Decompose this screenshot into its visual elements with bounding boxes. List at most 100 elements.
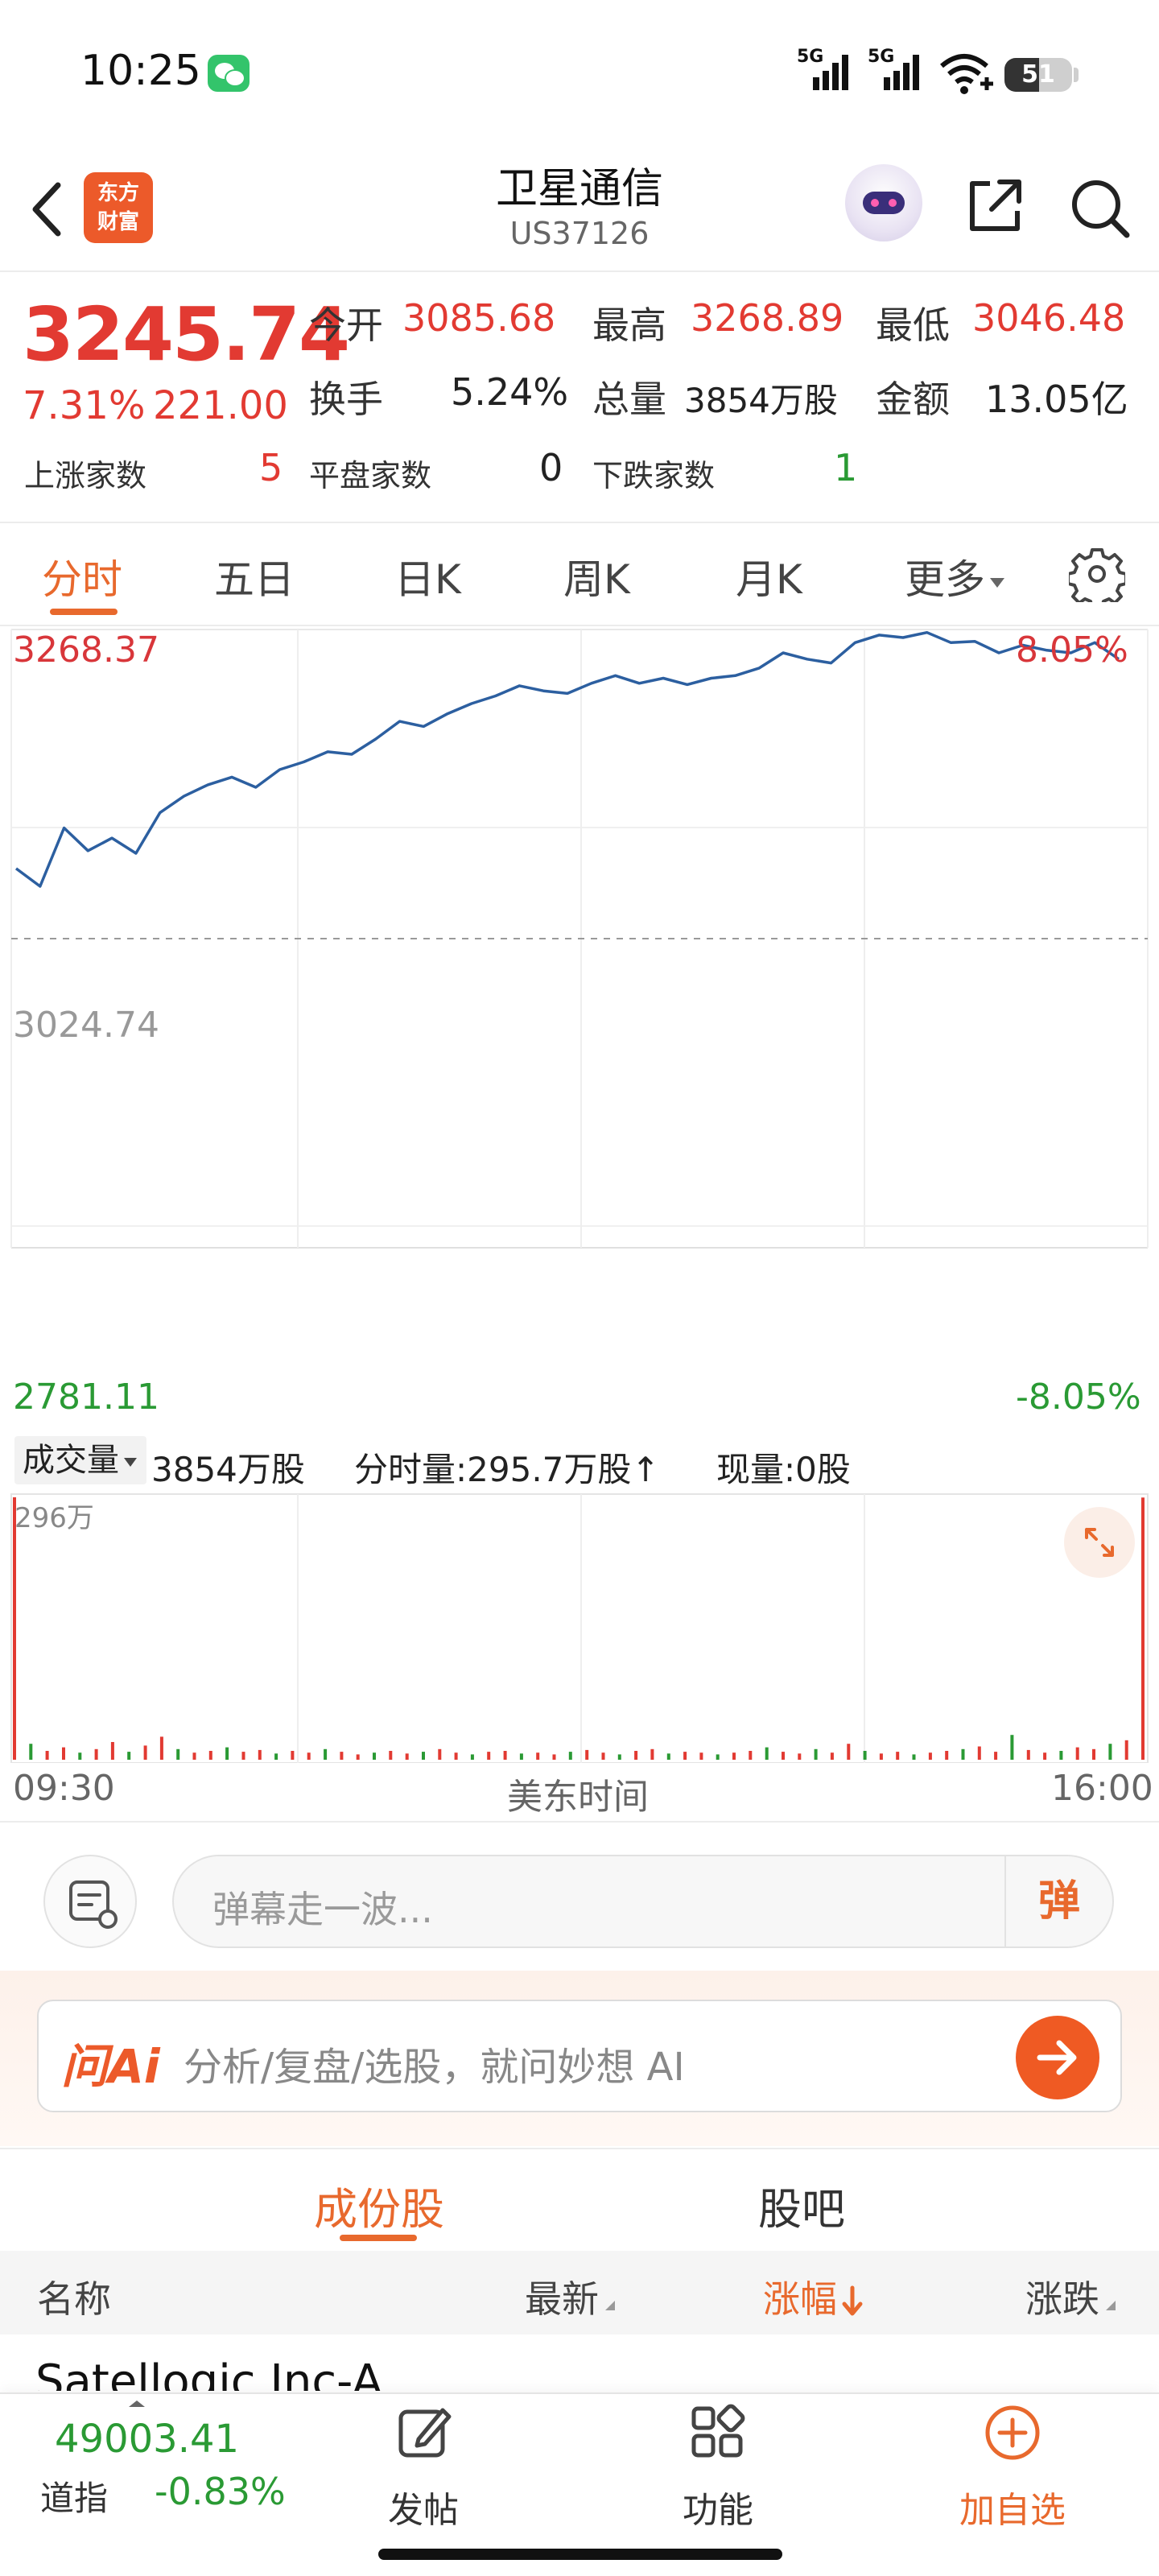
ai-robot-avatar[interactable]: [845, 164, 922, 242]
grid-icon: [691, 2404, 745, 2458]
search-icon[interactable]: [1066, 174, 1133, 242]
volume-bar: [45, 1751, 49, 1760]
sort-icon: [1106, 2301, 1116, 2310]
ai-ask-input[interactable]: 问Ai 分析/复盘/选股，就问妙想 AI: [37, 2000, 1122, 2112]
low-label: 最低: [876, 303, 950, 347]
tab-weekly-k[interactable]: 周K: [563, 556, 630, 603]
open-label: 今开: [309, 303, 383, 347]
share-icon[interactable]: [963, 174, 1027, 238]
tab-intraday[interactable]: 分时: [42, 556, 122, 603]
ai-placeholder: 分析/复盘/选股，就问妙想 AI: [184, 2045, 685, 2090]
amount-label: 金额: [876, 378, 950, 421]
volume-bar: [1010, 1735, 1014, 1760]
volume-bar: [307, 1752, 311, 1760]
danmaku-bar: 弹幕走一波... 弹: [0, 1821, 1159, 1971]
logo-line-1: 东方: [97, 181, 139, 205]
volume-bar: [127, 1752, 131, 1760]
expand-chart-button[interactable]: [1064, 1507, 1135, 1578]
tab-five-day[interactable]: 五日: [214, 556, 295, 603]
volume-bar: [863, 1751, 867, 1760]
back-arrow-icon[interactable]: [24, 177, 72, 242]
col-chg-sort[interactable]: 涨跌: [1025, 2270, 1117, 2323]
ai-submit-button[interactable]: [1016, 2016, 1099, 2099]
danmaku-input[interactable]: 弹幕走一波... 弹: [172, 1855, 1114, 1948]
turnover-label: 换手: [309, 378, 383, 421]
col-name: 名称: [37, 2277, 111, 2321]
volume-bar: [699, 1752, 703, 1760]
col-pct-sort[interactable]: 涨幅: [763, 2270, 864, 2323]
logo-line-2: 财富: [97, 210, 139, 234]
volume-bar: [1075, 1747, 1079, 1760]
volume-current: 现量:0股: [716, 1450, 851, 1489]
nav-post[interactable]: 发帖: [343, 2394, 504, 2555]
arrow-right-icon: [1037, 2040, 1077, 2075]
volume-bar: [470, 1754, 474, 1760]
volume-bar: [29, 1744, 33, 1760]
table-row[interactable]: Satellogic Inc-A: [0, 2334, 1159, 2391]
volume-bar: [192, 1752, 196, 1760]
volume-bar: [552, 1754, 556, 1760]
volume-bar: [634, 1751, 638, 1760]
turnover-value: 5.24%: [451, 370, 569, 414]
nav-add-watchlist[interactable]: 加自选: [932, 2394, 1093, 2555]
volume-bar: [568, 1752, 572, 1760]
volume-bar: [405, 1753, 409, 1760]
volume-bar: [422, 1752, 425, 1760]
table-header: 名称 最新 涨幅 涨跌: [0, 2251, 1159, 2334]
time-end-label: 16:00: [1051, 1768, 1153, 1809]
network-1-label: 5G: [797, 47, 824, 67]
stock-code: US37126: [509, 216, 650, 251]
intraday-chart[interactable]: 3268.37 8.05% 3024.74 2781.11 -8.05%: [0, 626, 1159, 1447]
volume-bar: [945, 1751, 949, 1760]
volume-minute: 分时量:295.7万股↑: [354, 1450, 660, 1489]
tab-daily-k[interactable]: 日K: [394, 556, 461, 603]
index-ticker[interactable]: 49003.41 道指 -0.83%: [0, 2394, 306, 2555]
change-amount: 221.00: [153, 383, 288, 428]
volume-bar: [159, 1736, 163, 1760]
volume-bar: [1043, 1752, 1047, 1760]
status-time: 10:25: [80, 47, 201, 95]
volume-bar: [814, 1748, 818, 1760]
volume-bar: [928, 1752, 932, 1760]
tab-more[interactable]: 更多: [905, 547, 1004, 605]
quote-panel: 3245.74 7.31% 221.00 今开 3085.68 最高 3268.…: [0, 274, 1159, 523]
flat-count: 0: [539, 446, 563, 489]
volume-bar: [896, 1752, 900, 1760]
time-zone-label: 美东时间: [507, 1777, 649, 1818]
volume-bar: [1108, 1744, 1112, 1760]
nav-add-watchlist-label: 加自选: [959, 2490, 1066, 2531]
up-count-label: 上涨家数: [24, 458, 147, 493]
volume-max-label: 296万: [14, 1502, 94, 1534]
edit-icon: [398, 2408, 452, 2458]
volume-bar: [438, 1748, 442, 1760]
volume-bar: [94, 1748, 98, 1760]
bottom-nav: 49003.41 道指 -0.83% 发帖 功能 加自选: [0, 2392, 1159, 2576]
volume-bar: [1124, 1740, 1128, 1760]
volume-bar: [732, 1752, 736, 1760]
danmaku-toggle-button[interactable]: 弹: [1004, 1856, 1112, 1946]
col-last-sort[interactable]: 最新: [525, 2270, 617, 2323]
tab-monthly-k[interactable]: 月K: [736, 556, 802, 603]
nav-function-label: 功能: [683, 2490, 753, 2531]
danmaku-settings-button[interactable]: [43, 1855, 137, 1948]
volume-bar: [617, 1754, 621, 1760]
volume-indicator-dropdown[interactable]: 成交量: [14, 1436, 146, 1484]
tab-constituents[interactable]: 成份股: [314, 2184, 444, 2235]
gear-icon[interactable]: [1069, 546, 1125, 602]
ai-ask-band: 问Ai 分析/复盘/选股，就问妙想 AI: [0, 1971, 1159, 2146]
high-label: 最高: [592, 303, 666, 347]
volume-bar: [536, 1752, 540, 1760]
volume-label: 总量: [592, 378, 666, 421]
nav-function[interactable]: 功能: [637, 2394, 798, 2555]
period-tabs: 分时 五日 日K 周K 月K 更多: [0, 523, 1159, 626]
volume-bar: [1141, 1497, 1145, 1760]
volume-bar: [765, 1747, 769, 1760]
volume-bar: [1059, 1751, 1063, 1760]
volume-bar: [749, 1751, 753, 1760]
volume-bar: [340, 1752, 344, 1760]
tab-forum[interactable]: 股吧: [758, 2184, 845, 2235]
volume-bar: [503, 1751, 507, 1760]
constituents-tabs: 成份股 股吧: [0, 2148, 1159, 2251]
price-series-line: [14, 630, 1120, 888]
volume-bar: [782, 1752, 785, 1760]
